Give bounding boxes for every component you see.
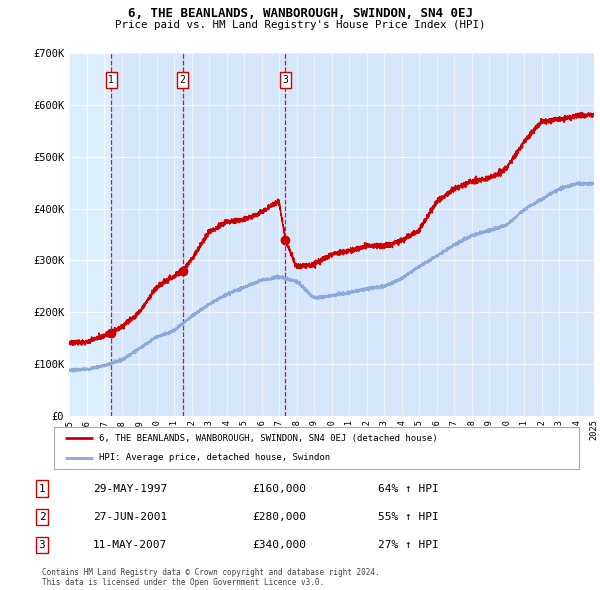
Bar (285, 53, 594, 416)
Text: 29-MAY-1997: 29-MAY-1997 (93, 484, 167, 493)
Text: 64% ↑ HPI: 64% ↑ HPI (378, 484, 439, 493)
Text: 6, THE BEANLANDS, WANBOROUGH, SWINDON, SN4 0EJ (detached house): 6, THE BEANLANDS, WANBOROUGH, SWINDON, S… (98, 434, 437, 442)
Text: 27% ↑ HPI: 27% ↑ HPI (378, 540, 439, 550)
Text: £280,000: £280,000 (252, 512, 306, 522)
Text: 1: 1 (108, 75, 114, 85)
Bar (111, 53, 182, 416)
Text: 3: 3 (38, 540, 46, 550)
Text: 11-MAY-2007: 11-MAY-2007 (93, 540, 167, 550)
Bar (182, 53, 285, 416)
Text: £160,000: £160,000 (252, 484, 306, 493)
Text: HPI: Average price, detached house, Swindon: HPI: Average price, detached house, Swin… (98, 453, 330, 462)
Text: 3: 3 (283, 75, 288, 85)
Text: 2: 2 (38, 512, 46, 522)
Text: Contains HM Land Registry data © Crown copyright and database right 2024.
This d: Contains HM Land Registry data © Crown c… (42, 568, 380, 587)
Text: 55% ↑ HPI: 55% ↑ HPI (378, 512, 439, 522)
Text: 6, THE BEANLANDS, WANBOROUGH, SWINDON, SN4 0EJ: 6, THE BEANLANDS, WANBOROUGH, SWINDON, S… (128, 7, 473, 20)
Text: 2: 2 (179, 75, 185, 85)
Text: Price paid vs. HM Land Registry's House Price Index (HPI): Price paid vs. HM Land Registry's House … (115, 20, 485, 30)
Text: £340,000: £340,000 (252, 540, 306, 550)
Text: 27-JUN-2001: 27-JUN-2001 (93, 512, 167, 522)
Text: 1: 1 (38, 484, 46, 493)
